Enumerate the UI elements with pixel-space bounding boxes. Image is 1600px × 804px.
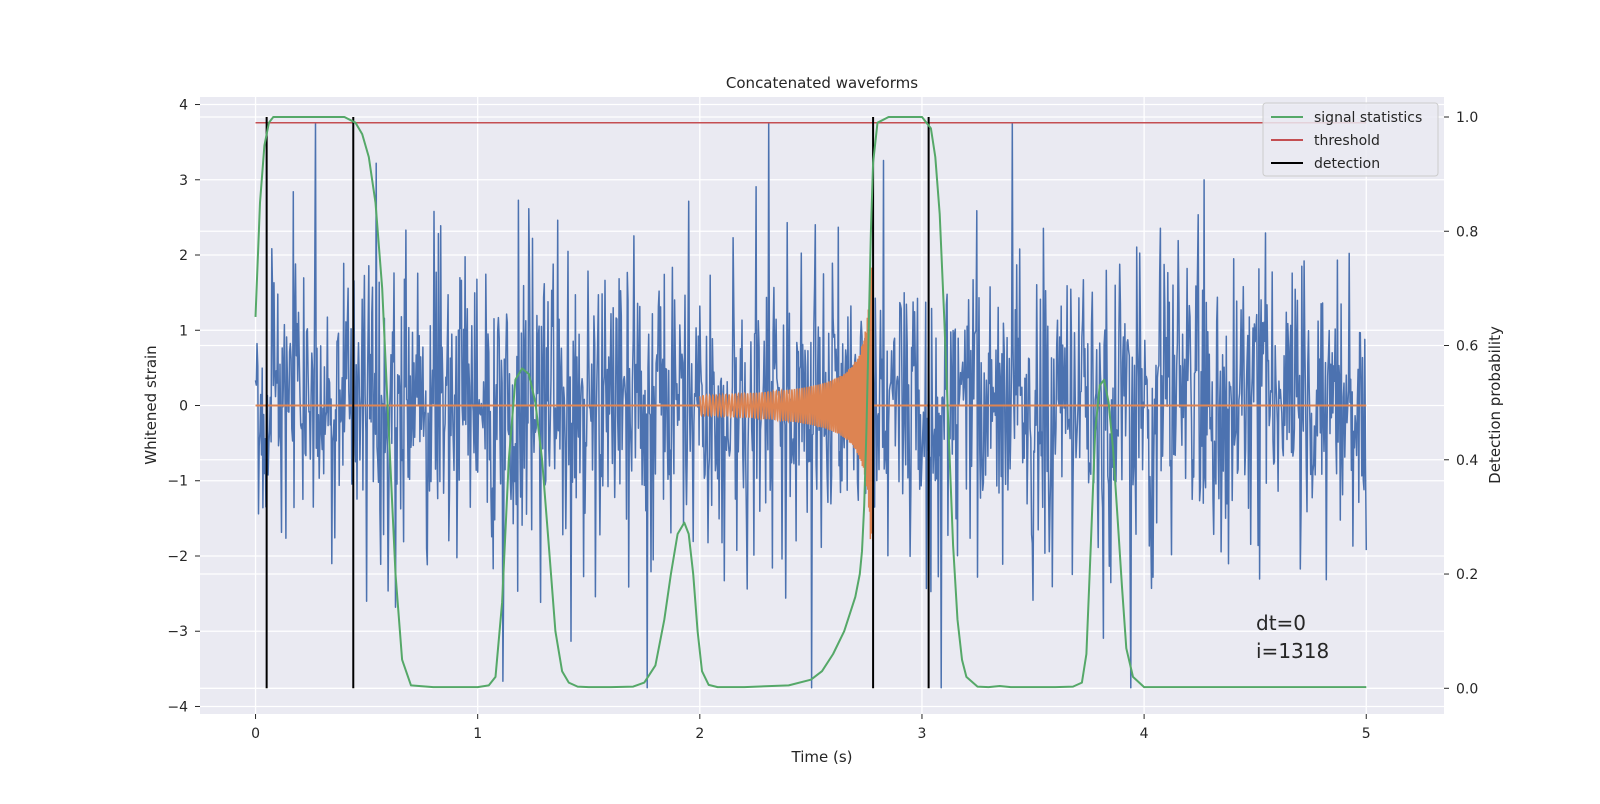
y-tick-label: 2 xyxy=(179,248,188,264)
y-tick-label: −4 xyxy=(167,699,188,715)
y2-tick-label: 0.6 xyxy=(1456,339,1478,355)
strain-series-line xyxy=(254,122,1368,689)
x-tick-label: 4 xyxy=(1140,726,1149,742)
y-tick-label: 1 xyxy=(179,323,188,339)
legend-label: threshold xyxy=(1314,133,1380,149)
y-axis-label: Whitened strain xyxy=(142,345,160,464)
y2-tick-label: 0.8 xyxy=(1456,224,1478,240)
axes-layer: 0 1 2 3 4 5 −4 −3 −2 −1 0 1 2 3 4 0.0 0.2 0.4 0.6 0.8 1.0 xyxy=(167,98,1478,742)
x-tick-label: 0 xyxy=(251,726,260,742)
annotation-index: i=1318 xyxy=(1256,639,1329,663)
legend: signal statistics threshold detection xyxy=(1262,102,1439,177)
x-tick-label: 1 xyxy=(473,726,482,742)
y2-tick-label: 0.0 xyxy=(1456,681,1478,697)
x-tick-label: 3 xyxy=(918,726,927,742)
x-tick-label: 5 xyxy=(1362,726,1371,742)
y-tick-label: 4 xyxy=(179,98,188,114)
y2-tick-label: 1.0 xyxy=(1456,110,1478,126)
y2-tick-label: 0.2 xyxy=(1456,567,1478,583)
y-tick-label: 0 xyxy=(179,399,188,415)
y-tick-label: −2 xyxy=(167,549,188,565)
data-layer xyxy=(254,116,1368,689)
y2-tick-label: 0.4 xyxy=(1456,453,1478,469)
legend-label: signal statistics xyxy=(1314,110,1422,126)
y2-axis-label: Detection probability xyxy=(1486,326,1504,484)
legend-box xyxy=(1262,102,1439,177)
chart-title: Concatenated waveforms xyxy=(726,74,918,92)
y-tick-label: −3 xyxy=(167,624,188,640)
annotation-dt: dt=0 xyxy=(1256,611,1306,635)
x-tick-label: 2 xyxy=(695,726,704,742)
x-axis-label: Time (s) xyxy=(791,748,853,766)
signal-statistics-line xyxy=(254,116,1367,689)
y-tick-label: 3 xyxy=(179,173,188,189)
y-tick-label: −1 xyxy=(167,474,188,490)
template-chirp-line xyxy=(699,267,874,542)
legend-label: detection xyxy=(1314,156,1380,172)
